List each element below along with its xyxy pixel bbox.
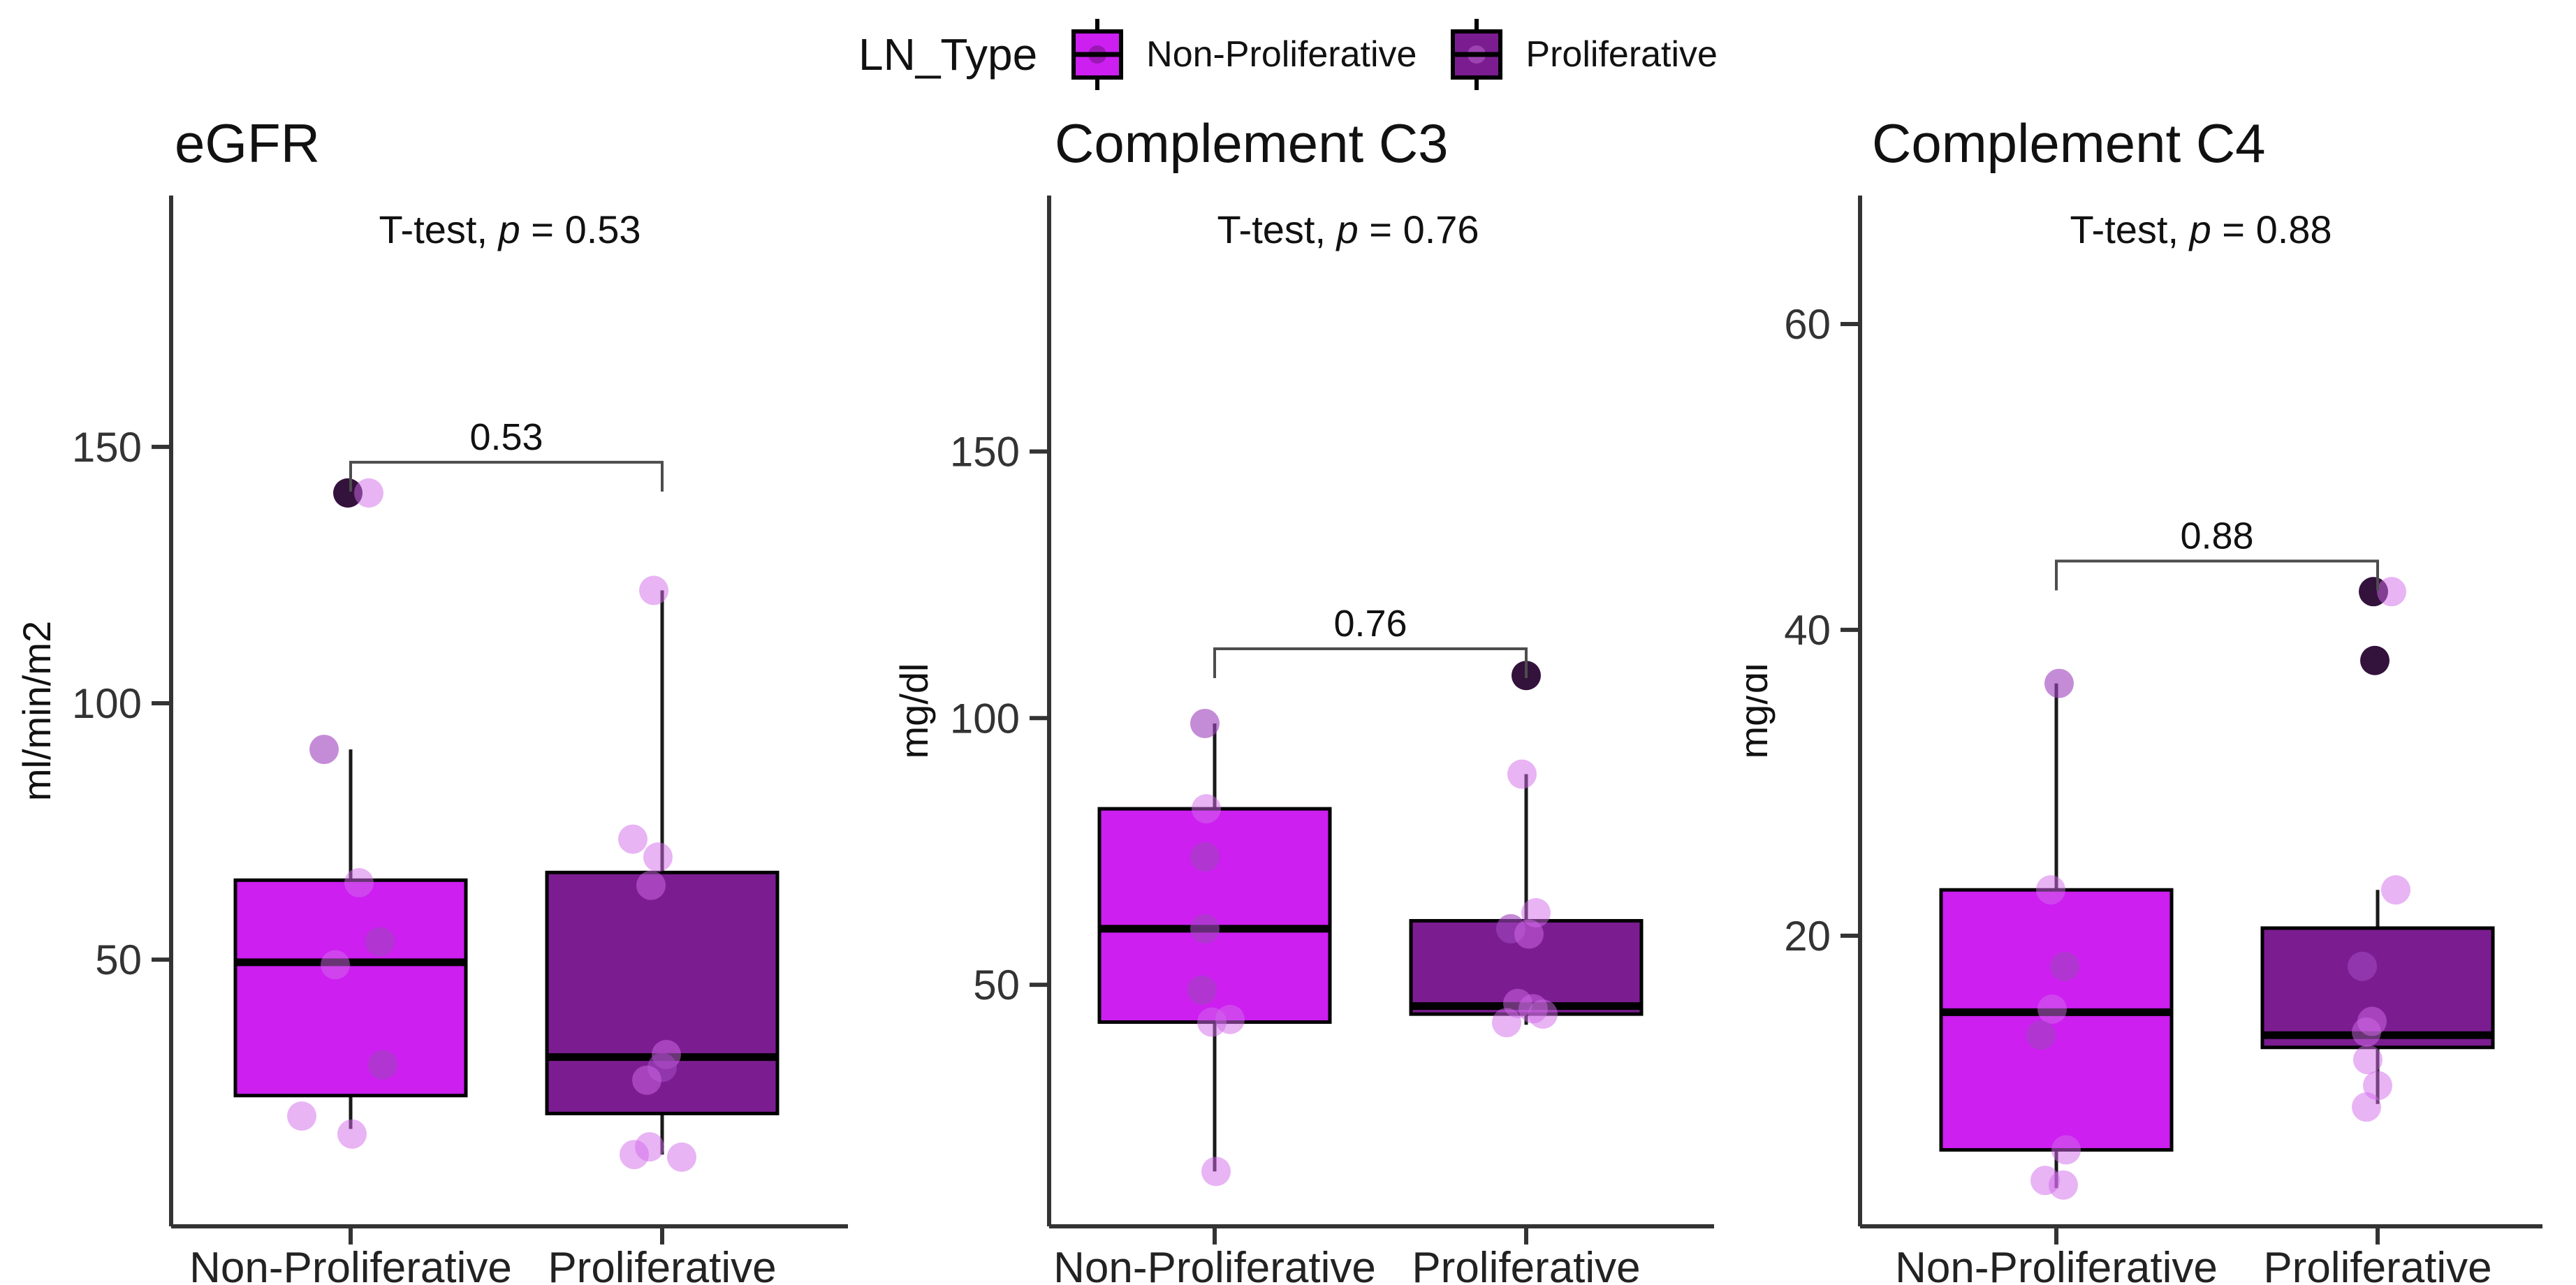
jitter-point — [344, 868, 374, 897]
p-value-label: 0.53 — [469, 416, 543, 458]
jitter-point — [1507, 759, 1537, 789]
x-category-label: Non-Proliferative — [1895, 1244, 2218, 1285]
jitter-point — [333, 478, 363, 508]
y-axis-title: ml/min/m2 — [15, 621, 59, 801]
jitter-point — [1192, 794, 1221, 824]
jitter-point — [2049, 1170, 2078, 1200]
boxplot-key-icon — [1071, 19, 1124, 90]
y-tick-label: 60 — [1784, 301, 1831, 348]
subtitle-value: = 0.88 — [2211, 207, 2332, 251]
jitter-point — [2037, 994, 2067, 1025]
panel-egfr: eGFR T-test, p = 0.53 0.53 50 100 150 ml/min… — [0, 0, 887, 1285]
subtitle-pvar: p — [1336, 207, 1359, 251]
jitter-point — [2026, 1020, 2056, 1050]
subtitle-pvar: p — [498, 207, 520, 251]
subtitle-value: = 0.53 — [520, 207, 641, 251]
jitter-point — [1190, 708, 1220, 738]
y-tick-label: 40 — [1784, 607, 1831, 654]
p-value-bracket — [2055, 559, 2379, 591]
legend: LN_Type Non-Proliferative Proliferative — [0, 13, 2576, 96]
y-tick-label: 20 — [1784, 913, 1831, 960]
jitter-point — [287, 1101, 316, 1131]
jitter-point — [2036, 875, 2065, 905]
box-non-proliferative — [233, 878, 468, 1098]
p-value-bracket — [349, 460, 664, 492]
x-category-label: Non-Proliferative — [1053, 1244, 1376, 1285]
jitter-point — [2353, 1045, 2383, 1075]
jitter-point — [618, 824, 647, 854]
y-axis-title: mg/dl — [892, 663, 936, 759]
jitter-point — [2360, 645, 2390, 675]
x-category-label: Proliferative — [1412, 1244, 1640, 1285]
jitter-point — [620, 1140, 649, 1170]
jitter-point — [632, 1065, 661, 1095]
p-value-label: 0.76 — [1333, 603, 1407, 645]
subtitle-pvar: p — [2189, 207, 2211, 251]
jitter-point — [1201, 1156, 1231, 1187]
jitter-point — [1514, 919, 1544, 949]
panel-complement-c3: Complement C3 T-test, p = 0.76 0.76 50 100… — [887, 0, 1746, 1285]
p-value-label: 0.88 — [2180, 515, 2253, 557]
y-tick-label: 100 — [950, 695, 1020, 742]
boxplot-key-icon — [1451, 19, 1503, 90]
jitter-point — [309, 735, 339, 765]
jitter-point — [667, 1142, 696, 1172]
y-tick-label: 150 — [72, 424, 142, 471]
jitter-point — [1197, 1007, 1227, 1037]
subtitle-text: T-test, — [1217, 207, 1337, 251]
panel-subtitle-egfr: T-test, p = 0.53 — [379, 207, 641, 252]
subtitle-text: T-test, — [379, 207, 499, 251]
jitter-point — [2044, 668, 2074, 698]
x-category-label: Proliferative — [2263, 1244, 2491, 1285]
y-axis-title: mg/dl — [1746, 663, 1776, 759]
boxplot-canvas-egfr: 0.53 50 100 150 ml/min/m2 Non-Proliferative Pr… — [15, 196, 848, 1285]
jitter-point — [1492, 1008, 1521, 1038]
x-category-label: Non-Proliferative — [189, 1244, 512, 1285]
jitter-point — [639, 575, 668, 605]
panel-subtitle-c3: T-test, p = 0.76 — [1217, 207, 1479, 252]
jitter-point — [2050, 951, 2079, 981]
jitter-point — [636, 870, 666, 900]
p-value-bracket — [1213, 647, 1528, 679]
x-category-label: Proliferative — [548, 1244, 776, 1285]
boxplot-canvas-c3: 0.76 50 100 150 mg/dl Non-Proliferative Prolif… — [892, 196, 1714, 1285]
panel-title-egfr: eGFR — [175, 112, 321, 174]
subtitle-value: = 0.76 — [1358, 207, 1479, 251]
y-tick-label: 50 — [95, 937, 142, 983]
jitter-point — [365, 927, 395, 957]
panel-title-c3: Complement C3 — [1055, 112, 1449, 174]
y-tick-label: 50 — [973, 962, 1020, 1008]
jitter-point — [1187, 975, 1217, 1005]
jitter-point — [1190, 842, 1220, 872]
legend-item-proliferative: Proliferative — [1443, 16, 1718, 93]
jitter-point — [2352, 1092, 2381, 1122]
legend-label-non-proliferative: Non-Proliferative — [1146, 34, 1417, 75]
legend-item-non-proliferative: Non-Proliferative — [1064, 16, 1417, 93]
jitter-point — [337, 1119, 367, 1149]
jitter-point — [1190, 913, 1220, 943]
jitter-point — [368, 1050, 397, 1080]
panel-complement-c4: Complement C4 T-test, p = 0.88 0.88 20 40 6… — [1746, 0, 2576, 1285]
boxplot-canvas-c4: 0.88 20 40 60 mg/dl Non-Proliferative Prolifer… — [1746, 196, 2542, 1285]
jitter-point — [643, 842, 673, 872]
jitter-point — [354, 478, 383, 508]
jitter-point — [2352, 1017, 2381, 1047]
panel-title-c4: Complement C4 — [1872, 112, 2266, 174]
y-tick-label: 150 — [950, 429, 1020, 476]
legend-label-proliferative: Proliferative — [1525, 34, 1718, 75]
jitter-point — [2381, 875, 2410, 905]
jitter-point — [2377, 577, 2406, 607]
jitter-point — [1528, 999, 1558, 1029]
legend-title: LN_Type — [858, 29, 1038, 80]
y-tick-label: 100 — [72, 680, 142, 727]
jitter-point — [2348, 951, 2377, 981]
subtitle-text: T-test, — [2070, 207, 2190, 251]
jitter-point — [321, 950, 350, 980]
panel-subtitle-c4: T-test, p = 0.88 — [2070, 207, 2332, 252]
jitter-point — [2051, 1135, 2081, 1165]
